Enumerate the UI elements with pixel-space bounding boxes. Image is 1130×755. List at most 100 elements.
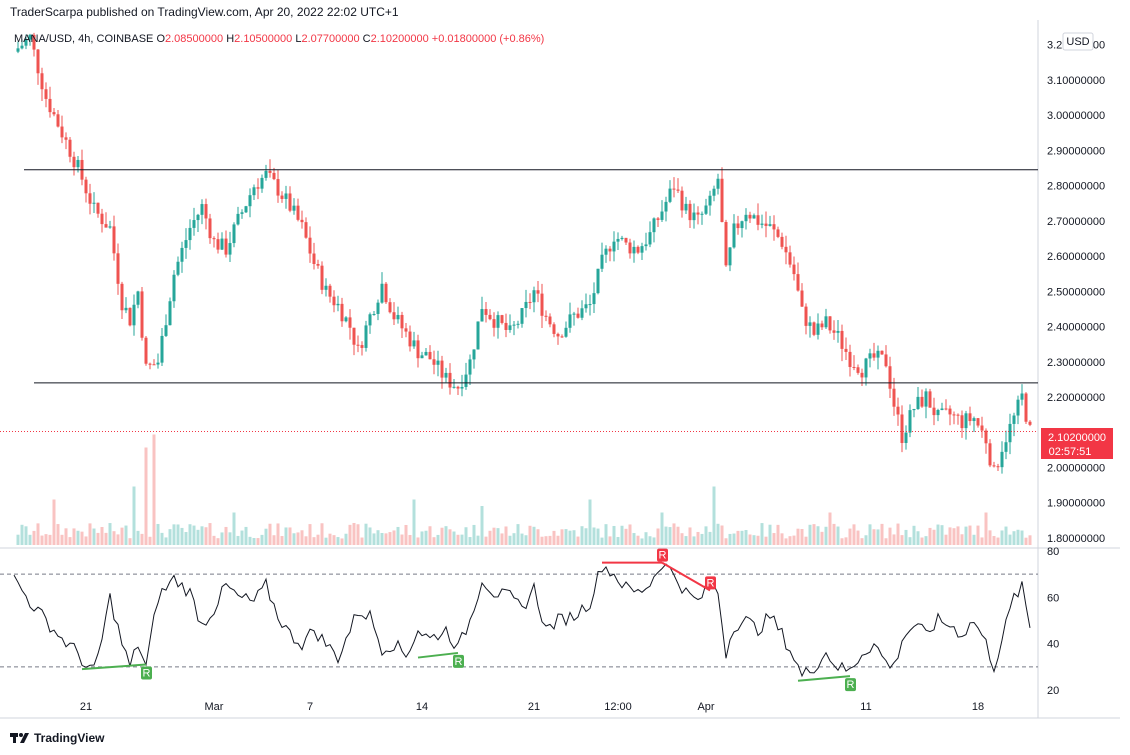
volume-bar bbox=[796, 528, 800, 545]
volume-bar bbox=[924, 536, 928, 545]
candle-body bbox=[524, 301, 528, 309]
volume-bar bbox=[784, 538, 788, 545]
candle-body bbox=[744, 214, 748, 222]
candle-body bbox=[696, 212, 700, 215]
candle-body bbox=[592, 293, 596, 305]
symbol-label[interactable]: MANA/USD, 4h, COINBASE bbox=[14, 33, 154, 45]
volume-bar bbox=[364, 523, 368, 545]
candlestick-series bbox=[16, 32, 1032, 474]
candle-body bbox=[1016, 399, 1020, 416]
volume-bar bbox=[272, 535, 276, 545]
volume-bar bbox=[336, 537, 340, 545]
candle-body bbox=[956, 414, 960, 416]
candle-body bbox=[308, 237, 312, 254]
candle-body bbox=[604, 248, 608, 255]
candle-body bbox=[288, 193, 292, 211]
currency-badge[interactable] bbox=[1062, 32, 1094, 51]
volume-bar bbox=[632, 533, 636, 545]
volume-bar bbox=[904, 529, 908, 545]
volume-bar bbox=[144, 447, 148, 545]
volume-bar bbox=[1024, 537, 1028, 545]
candle-body bbox=[56, 114, 60, 127]
candle-body bbox=[548, 316, 552, 325]
candle-body bbox=[316, 264, 320, 266]
candle-body bbox=[16, 48, 20, 52]
candle-body bbox=[972, 418, 976, 422]
candle-body bbox=[336, 303, 340, 306]
candle-body bbox=[988, 443, 992, 466]
candle-body bbox=[476, 321, 480, 350]
candle-body bbox=[888, 366, 892, 389]
candle-body bbox=[564, 327, 568, 337]
high-value: 2.10500000 bbox=[234, 33, 293, 45]
volume-bar bbox=[208, 523, 212, 545]
candle-body bbox=[124, 307, 128, 311]
volume-bar bbox=[16, 534, 20, 545]
volume-bar bbox=[164, 537, 168, 545]
time-tick-label: 21 bbox=[80, 701, 92, 713]
volume-bar bbox=[852, 524, 856, 545]
volume-bar bbox=[108, 523, 112, 545]
volume-bar bbox=[160, 532, 164, 545]
candle-body bbox=[428, 351, 432, 360]
volume-bar bbox=[464, 527, 468, 545]
candle-body bbox=[736, 223, 740, 229]
volume-bar bbox=[756, 535, 760, 545]
candle-body bbox=[172, 274, 176, 302]
candle-body bbox=[100, 213, 104, 225]
volume-bar bbox=[772, 533, 776, 545]
volume-bar bbox=[204, 527, 208, 545]
volume-bar bbox=[836, 526, 840, 545]
price-tick-label: 2.20000000 bbox=[1047, 392, 1105, 404]
candle-body bbox=[628, 242, 632, 254]
volume-bar bbox=[968, 525, 972, 545]
volume-bar bbox=[248, 536, 252, 545]
divergence-label: R bbox=[455, 656, 463, 668]
candle-body bbox=[212, 238, 216, 240]
volume-bar bbox=[444, 526, 448, 545]
volume-bar bbox=[348, 524, 352, 545]
close-label: C bbox=[362, 33, 371, 45]
candle-body bbox=[896, 406, 900, 415]
volume-bar bbox=[948, 527, 952, 545]
candle-body bbox=[444, 372, 448, 378]
candle-body bbox=[120, 283, 124, 311]
volume-bar bbox=[708, 531, 712, 545]
candle-body bbox=[500, 315, 504, 323]
candle-body bbox=[520, 308, 524, 324]
candle-body bbox=[224, 238, 228, 255]
volume-bar bbox=[212, 535, 216, 545]
footer-brand: TradingView bbox=[10, 731, 104, 745]
candle-body bbox=[596, 268, 600, 294]
candle-body bbox=[924, 391, 928, 407]
rsi-pane: R R R R R bbox=[0, 548, 1038, 692]
candle-body bbox=[904, 432, 908, 443]
candle-body bbox=[676, 189, 680, 191]
candle-body bbox=[220, 238, 224, 250]
candle-body bbox=[572, 313, 576, 315]
bear-divergence-badge bbox=[657, 548, 668, 562]
candle-body bbox=[616, 238, 620, 242]
volume-bar bbox=[680, 533, 684, 545]
volume-bar bbox=[704, 526, 708, 545]
candle-body bbox=[356, 344, 360, 346]
volume-bar bbox=[636, 535, 640, 545]
candle-body bbox=[932, 407, 936, 416]
volume-bar bbox=[980, 537, 984, 545]
volume-bar bbox=[896, 523, 900, 545]
candle-body bbox=[320, 265, 324, 290]
candle-body bbox=[812, 322, 816, 335]
candle-body bbox=[708, 195, 712, 206]
candle-body bbox=[556, 333, 560, 337]
candle-body bbox=[528, 301, 532, 303]
divergence-label: R bbox=[143, 668, 151, 680]
candle-body bbox=[364, 325, 368, 348]
candle-body bbox=[992, 465, 996, 467]
candle-body bbox=[36, 49, 40, 74]
volume-bar bbox=[612, 525, 616, 545]
volume-bar bbox=[712, 486, 716, 545]
candle-body bbox=[468, 359, 472, 375]
candle-body bbox=[380, 283, 384, 303]
volume-bar bbox=[920, 537, 924, 545]
